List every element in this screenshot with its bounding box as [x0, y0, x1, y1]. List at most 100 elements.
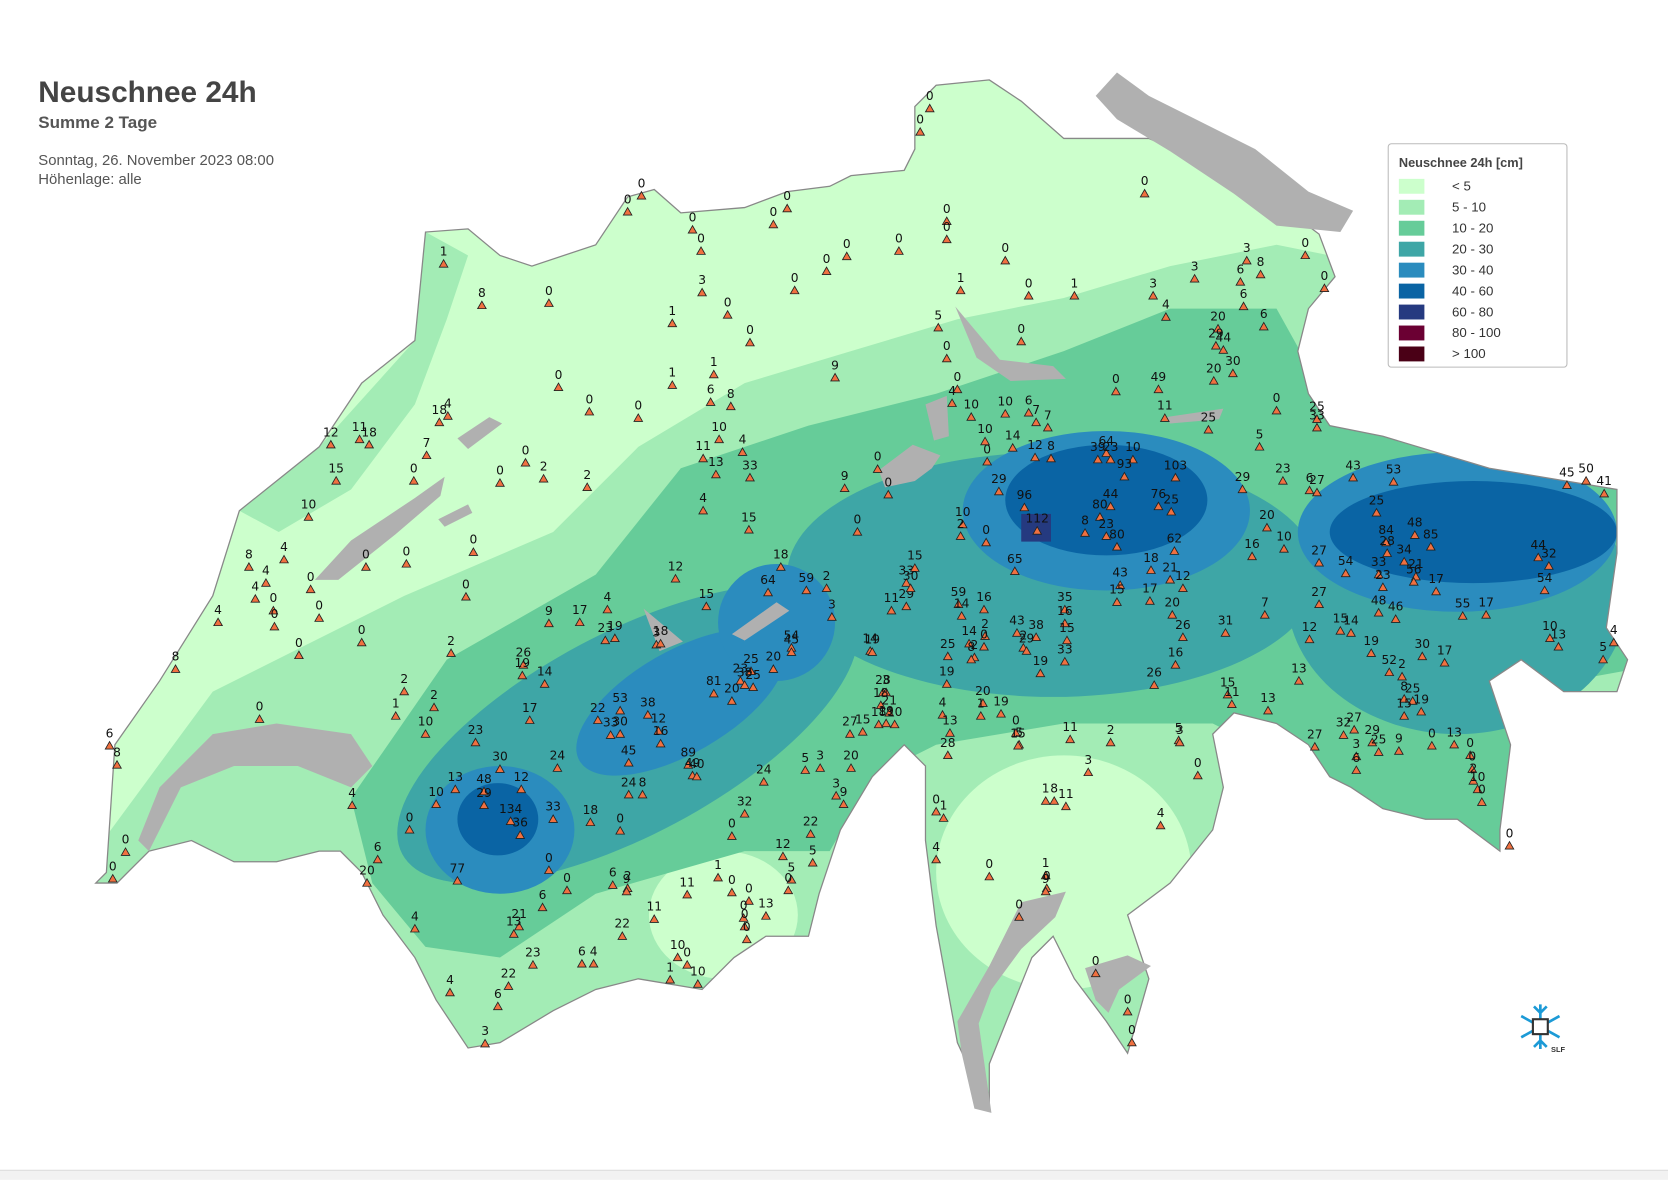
station-value: 0	[740, 899, 748, 913]
station-value: 21	[882, 693, 898, 707]
station-value: 25	[1201, 410, 1217, 424]
station-marker	[710, 469, 721, 479]
station-value: 0	[1468, 750, 1476, 764]
station-value: 36	[512, 816, 528, 830]
station-value: 10	[711, 420, 727, 434]
station-marker	[269, 621, 280, 631]
station-marker	[746, 666, 757, 675]
station-marker	[1166, 506, 1177, 516]
station-value: 10	[1125, 440, 1141, 454]
station-value: 13	[1260, 691, 1276, 705]
station-marker	[1192, 770, 1203, 780]
station-value: 59	[799, 571, 815, 585]
station-marker	[1174, 737, 1185, 747]
station-marker	[362, 877, 372, 887]
station-value: 15	[907, 549, 923, 563]
station-value: 10	[887, 705, 903, 719]
station-value: 16	[1057, 604, 1073, 618]
legend-label: > 100	[1452, 346, 1486, 361]
station-marker	[947, 398, 958, 407]
station-marker	[1110, 386, 1121, 396]
station-marker	[305, 584, 316, 594]
lake	[643, 608, 683, 652]
station-value: 4	[348, 786, 356, 800]
station-value: 3	[816, 749, 824, 763]
station-marker	[1031, 417, 1042, 427]
station-value: 0	[109, 859, 117, 873]
station-value: 11	[352, 420, 368, 434]
station-marker	[615, 705, 626, 715]
station-value: 0	[410, 461, 418, 475]
station-value: 10	[301, 498, 317, 512]
station-marker	[1105, 454, 1116, 464]
station-marker	[1160, 312, 1171, 321]
zone	[1329, 480, 1617, 584]
station-marker	[622, 206, 633, 216]
station-marker	[518, 659, 529, 669]
station-value: 1	[668, 366, 676, 380]
station-marker	[915, 126, 926, 136]
station-marker	[588, 958, 599, 968]
logo-icon	[1520, 1004, 1561, 1050]
station-value: 4	[939, 695, 947, 709]
station-value: 0	[916, 113, 924, 127]
station-marker	[372, 854, 383, 864]
station-marker	[1153, 384, 1164, 394]
station-marker	[982, 456, 993, 466]
station-value: 0	[854, 513, 862, 527]
station-marker	[429, 702, 440, 712]
station-marker	[739, 680, 750, 689]
station-marker	[905, 583, 916, 593]
station-value: 134	[499, 802, 523, 816]
station-value: 43	[1009, 614, 1025, 628]
station-marker	[548, 814, 559, 823]
station-marker	[956, 610, 967, 620]
station-value: 15	[1059, 621, 1075, 635]
station-marker	[1467, 764, 1478, 773]
station-marker	[1237, 484, 1248, 494]
station-value: 4	[444, 397, 452, 411]
station-marker	[1561, 480, 1572, 489]
station-marker	[243, 562, 254, 571]
station-value: 0	[943, 220, 951, 234]
station-value: 0	[683, 945, 691, 959]
legend-label: 40 - 60	[1452, 283, 1493, 298]
station-marker	[364, 439, 375, 449]
station-value: 93	[1117, 457, 1133, 471]
station-marker	[979, 641, 989, 651]
station-value: 9	[1395, 732, 1403, 746]
legend-label: 5 - 10	[1452, 200, 1486, 215]
station-marker	[1314, 557, 1325, 567]
station-value: 49	[1151, 370, 1167, 384]
station-value: 15	[1333, 611, 1349, 625]
lake	[957, 891, 1066, 1113]
station-value: 6	[106, 726, 114, 740]
station-value: 2	[624, 869, 632, 883]
station-value: 9	[623, 872, 631, 886]
station-value: 4	[411, 909, 419, 923]
station-marker	[805, 829, 816, 838]
station-marker	[867, 647, 878, 656]
station-value: 65	[1007, 552, 1023, 566]
station-value: 33	[899, 564, 915, 578]
bottom-bar	[0, 1170, 1668, 1180]
legend: Neuschnee 24h [cm] < 5 5 - 10 10 - 20 20 - …	[1387, 143, 1568, 368]
legend-label: 30 - 40	[1452, 262, 1493, 277]
station-marker	[980, 436, 991, 446]
station-value: 0	[689, 210, 697, 224]
station-marker	[942, 651, 953, 661]
station-marker	[1009, 566, 1020, 576]
station-marker	[1023, 407, 1034, 417]
station-marker	[354, 434, 365, 444]
station-marker	[725, 401, 736, 411]
station-value: 30	[1225, 354, 1241, 368]
station-marker	[537, 902, 548, 912]
station-value: 24	[550, 749, 566, 763]
station-value: 5	[801, 751, 809, 765]
station-marker	[1543, 560, 1554, 570]
station-marker	[1581, 475, 1592, 485]
station-marker	[760, 910, 771, 920]
station-marker	[1226, 699, 1237, 708]
station-marker	[775, 562, 786, 571]
